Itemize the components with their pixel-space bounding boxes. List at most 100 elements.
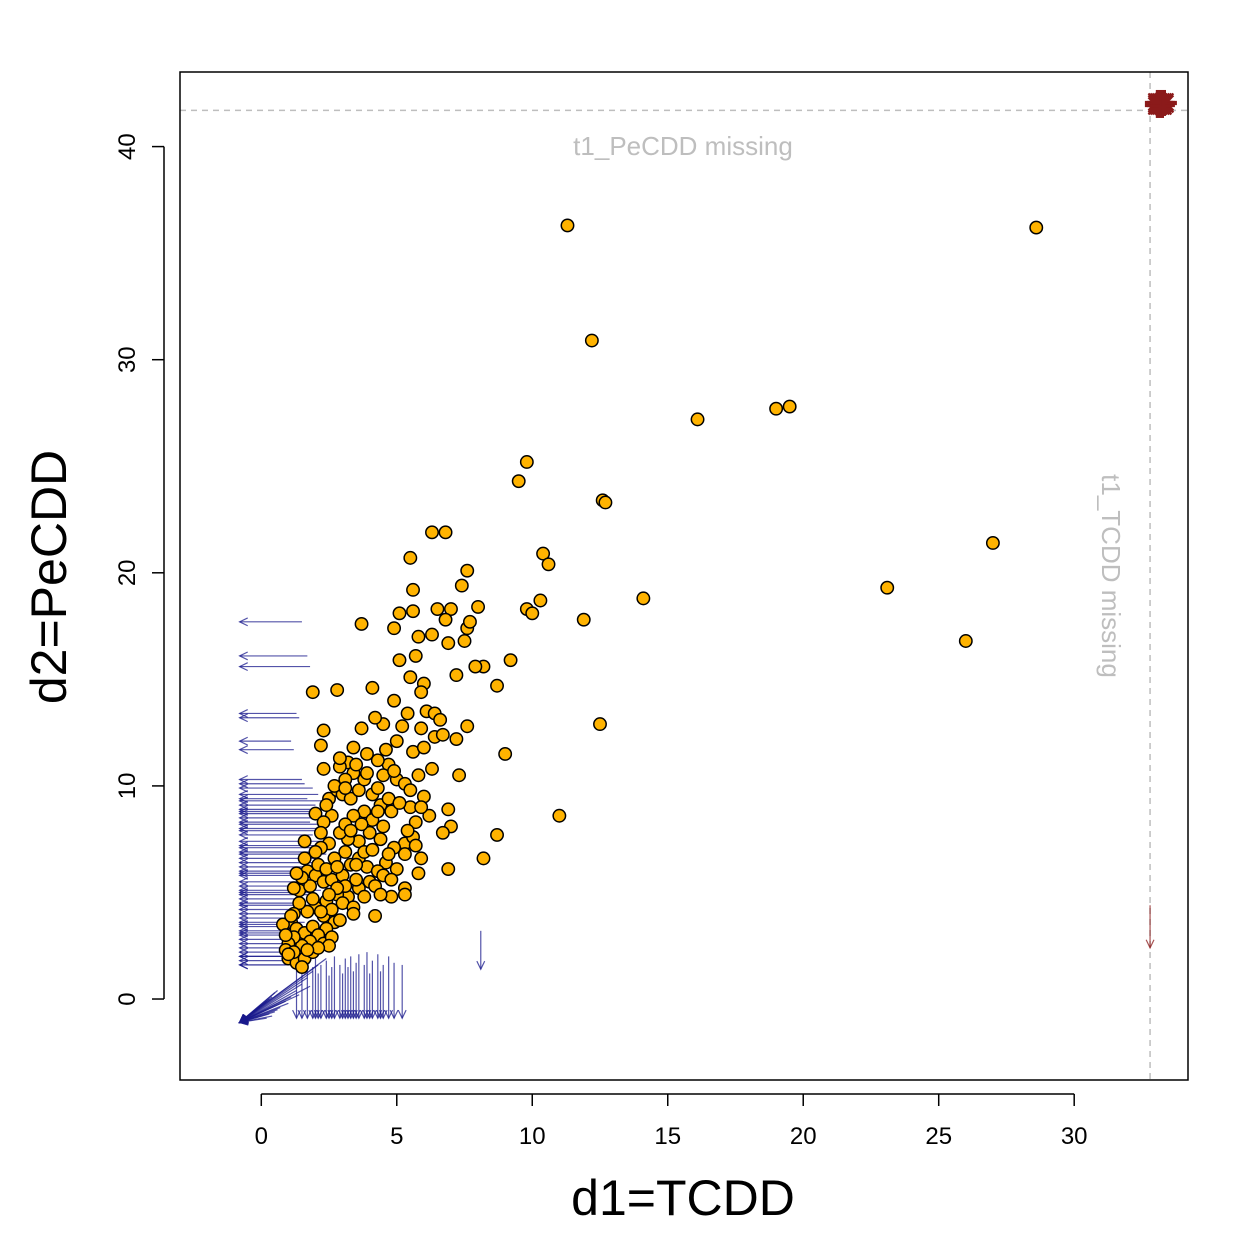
censored-left-arrow-head [238, 905, 248, 914]
censored-down-arrow [376, 971, 385, 1020]
data-point [384, 804, 399, 819]
censored-down-arrow-head [324, 1009, 334, 1020]
data-point [511, 474, 526, 489]
data-point [284, 908, 299, 923]
data-point [322, 887, 336, 902]
data-point [411, 866, 426, 881]
data-point [349, 872, 364, 887]
data-point [354, 817, 369, 832]
x-tick-label: 5 [390, 1123, 403, 1150]
data-point [438, 525, 453, 540]
censored-left-arrow-head [238, 662, 248, 672]
censored-both-arrow-shaft [239, 994, 300, 1024]
data-point [414, 721, 429, 736]
censored-left-arrow-head [238, 794, 248, 804]
data-point [392, 796, 407, 810]
data-point [384, 872, 399, 887]
data-point [395, 719, 410, 734]
censored-down-arrow [338, 973, 348, 1020]
data-point [297, 851, 312, 866]
data-point [408, 815, 423, 830]
data-point [490, 678, 504, 693]
censored-left-arrow [238, 794, 308, 804]
data-point [343, 791, 358, 806]
data-point [397, 847, 412, 862]
data-point [370, 781, 385, 795]
x-tick-label: 15 [654, 1123, 681, 1150]
censored-left-arrow [238, 708, 297, 718]
y-tick-label: 0 [114, 992, 141, 1005]
censored-left-arrow-head [238, 779, 248, 789]
censored-both-arrow-head [238, 1016, 249, 1026]
censored-down-arrow-head [476, 960, 486, 971]
censored-left-arrow [238, 960, 289, 970]
data-point [498, 746, 513, 761]
data-point [330, 859, 345, 874]
data-point [441, 862, 456, 876]
censored-left-arrow-head [238, 813, 248, 823]
data-point [552, 808, 567, 823]
data-point [338, 781, 353, 795]
data-point [368, 908, 383, 923]
censored-down-arrow [365, 973, 375, 1020]
data-point [357, 889, 372, 904]
data-point [414, 685, 429, 700]
censored-left-arrow [238, 813, 321, 823]
data-point [392, 653, 407, 668]
x-tick-label: 10 [519, 1123, 546, 1150]
data-point [422, 808, 437, 823]
y-tick-label: 30 [114, 346, 141, 373]
censored-left-arrow-head [238, 775, 248, 784]
censored-left-arrow-head [238, 947, 248, 957]
data-point [403, 550, 418, 565]
data-point [576, 612, 591, 627]
data-point [387, 621, 402, 636]
censored-down-arrow-head [313, 1009, 323, 1020]
data-point [373, 887, 388, 902]
data-point [403, 783, 418, 798]
censored-left-arrow [238, 617, 302, 627]
censored-left-arrow-head [238, 713, 248, 723]
data-point [430, 602, 445, 616]
data-point [400, 706, 415, 721]
x-axis: 0 5 10 15 20 25 30 [255, 1093, 1088, 1150]
data-point [297, 834, 312, 849]
censored-left-arrow-head [238, 841, 248, 851]
data-point [346, 808, 361, 823]
censored-left-arrow-head [238, 909, 248, 919]
data-point [351, 783, 366, 798]
missing-markers [1144, 89, 1177, 118]
censored-down-arrow [348, 971, 358, 1020]
data-point [365, 680, 380, 695]
data-point [441, 636, 456, 651]
data-point [370, 753, 385, 768]
data-point [460, 563, 475, 578]
data-point [411, 629, 426, 644]
censored-left-arrow [238, 779, 305, 789]
data-point [880, 580, 895, 595]
observed-points [276, 218, 1044, 975]
x-tick-label: 25 [925, 1123, 952, 1150]
data-point [444, 602, 458, 616]
data-point [313, 825, 328, 840]
y-tick-label: 20 [114, 559, 141, 586]
data-point [281, 947, 296, 962]
censored-left-arrow-head [238, 894, 248, 904]
y-tick-label: 40 [114, 133, 141, 160]
data-point [300, 943, 315, 957]
missing-down-arrow-head [1145, 939, 1155, 950]
data-point [313, 904, 328, 919]
censored-left-arrow-head [238, 651, 248, 661]
censored-left-arrow [238, 783, 313, 793]
censored-left-arrow-head [238, 853, 248, 863]
y-tick-label: 10 [114, 773, 141, 800]
censored-left-arrow [238, 789, 319, 799]
data-point [525, 606, 540, 621]
data-point [449, 668, 464, 683]
data-point [376, 819, 391, 834]
data-point [441, 802, 456, 817]
data-point [490, 827, 504, 842]
data-point [387, 693, 402, 708]
